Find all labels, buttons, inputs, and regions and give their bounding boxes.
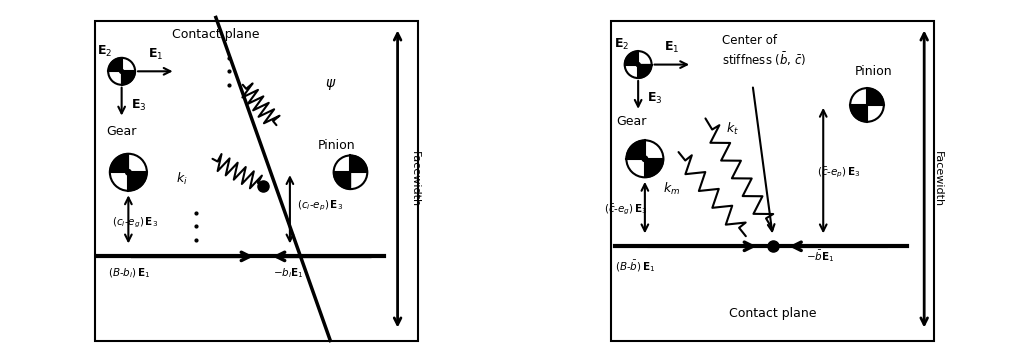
Text: Gear: Gear — [106, 125, 137, 139]
Text: Contact plane: Contact plane — [172, 28, 259, 41]
Polygon shape — [638, 64, 651, 78]
Text: Contact plane: Contact plane — [729, 307, 816, 320]
Polygon shape — [850, 105, 867, 122]
Text: $(c_i\text{-}e_p)\,\mathbf{E}_3$: $(c_i\text{-}e_p)\,\mathbf{E}_3$ — [296, 199, 343, 213]
Text: $\mathbf{E}_2$: $\mathbf{E}_2$ — [97, 44, 112, 59]
Circle shape — [850, 88, 884, 122]
Polygon shape — [108, 58, 121, 71]
Text: $(\bar{c}\text{-}e_g)\,\mathbf{E}_3$: $(\bar{c}\text{-}e_g)\,\mathbf{E}_3$ — [604, 202, 648, 217]
Text: $(\bar{c}\text{-}e_p)\,\mathbf{E}_3$: $(\bar{c}\text{-}e_p)\,\mathbf{E}_3$ — [816, 165, 860, 179]
Circle shape — [642, 156, 647, 161]
Text: $\mathbf{E}_1$: $\mathbf{E}_1$ — [664, 40, 679, 55]
Text: $\mathbf{E}_1$: $\mathbf{E}_1$ — [147, 47, 163, 62]
Text: Gear: Gear — [616, 115, 646, 128]
Circle shape — [625, 51, 651, 78]
Polygon shape — [627, 140, 645, 159]
Text: $(c_i\text{-}e_g)\,\mathbf{E}_3$: $(c_i\text{-}e_g)\,\mathbf{E}_3$ — [111, 216, 157, 230]
Polygon shape — [351, 155, 367, 172]
Polygon shape — [867, 88, 884, 105]
Text: Facewidth: Facewidth — [410, 151, 420, 207]
Polygon shape — [121, 71, 135, 85]
Circle shape — [110, 154, 147, 191]
Circle shape — [126, 169, 131, 175]
Circle shape — [627, 140, 664, 177]
Circle shape — [636, 63, 640, 67]
Text: $k_t$: $k_t$ — [725, 121, 739, 136]
Circle shape — [108, 58, 135, 85]
Text: Center of
stiffness ($\bar{b}$, $\bar{c}$): Center of stiffness ($\bar{b}$, $\bar{c}… — [722, 34, 807, 68]
Text: Pinion: Pinion — [318, 139, 356, 152]
Circle shape — [119, 69, 123, 73]
Polygon shape — [333, 172, 351, 189]
Text: $(B\text{-}b_i)\,\mathbf{E}_1$: $(B\text{-}b_i)\,\mathbf{E}_1$ — [108, 266, 151, 280]
Polygon shape — [110, 154, 129, 172]
Text: $k_i$: $k_i$ — [176, 171, 188, 187]
Circle shape — [333, 155, 367, 189]
Polygon shape — [129, 172, 147, 191]
Text: $-b_i\mathbf{E}_1$: $-b_i\mathbf{E}_1$ — [273, 266, 304, 280]
Text: $\mathbf{E}_3$: $\mathbf{E}_3$ — [131, 97, 146, 112]
Text: $\psi$: $\psi$ — [324, 77, 335, 92]
Text: $(B\text{-}\bar{b})\,\mathbf{E}_1$: $(B\text{-}\bar{b})\,\mathbf{E}_1$ — [614, 258, 655, 274]
Text: $\mathbf{E}_3$: $\mathbf{E}_3$ — [647, 91, 663, 106]
Text: Facewidth: Facewidth — [932, 151, 943, 207]
Text: $k_m$: $k_m$ — [664, 181, 680, 197]
Polygon shape — [625, 51, 638, 64]
Text: $-\bar{b}\mathbf{E}_1$: $-\bar{b}\mathbf{E}_1$ — [807, 248, 835, 264]
Text: Pinion: Pinion — [855, 65, 892, 78]
Text: $\mathbf{E}_2$: $\mathbf{E}_2$ — [613, 37, 629, 52]
Polygon shape — [645, 159, 664, 177]
